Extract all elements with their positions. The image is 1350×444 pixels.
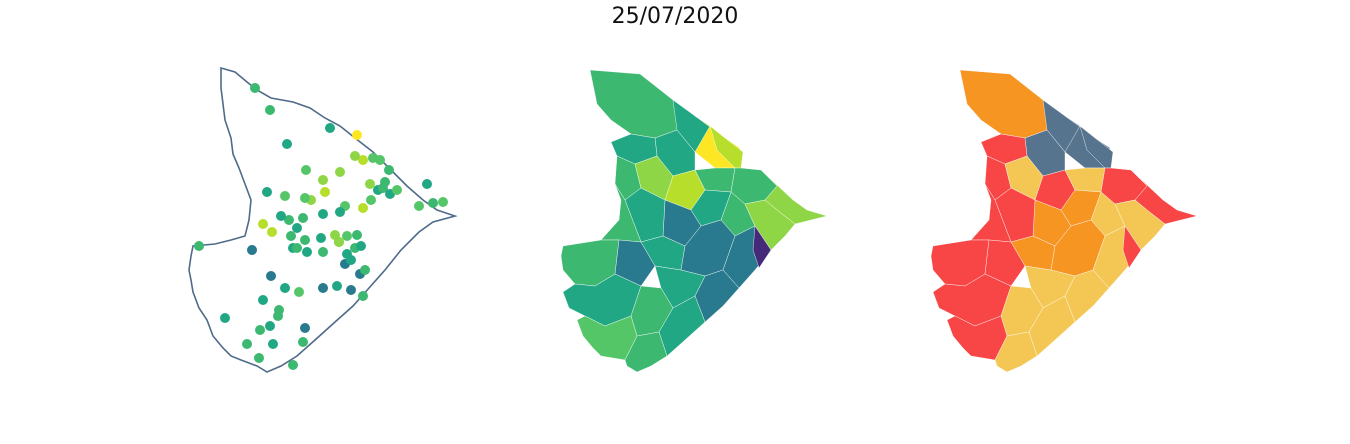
- municipality-point: [286, 231, 296, 241]
- municipality-region: [614, 239, 656, 287]
- municipality-region: [994, 331, 1038, 373]
- municipality-region: [752, 225, 772, 269]
- municipality-point: [358, 155, 368, 165]
- municipality-point: [318, 175, 328, 185]
- municipality-point: [352, 130, 362, 140]
- municipality-point: [280, 283, 290, 293]
- municipality-region: [624, 331, 668, 373]
- municipality-point: [392, 185, 402, 195]
- municipality-point: [346, 255, 356, 265]
- municipality-point: [282, 139, 292, 149]
- municipality-point: [194, 241, 204, 251]
- municipality-point: [300, 193, 310, 203]
- municipality-point: [302, 247, 312, 257]
- municipality-point: [298, 213, 308, 223]
- municipality-region: [984, 239, 1026, 287]
- municipality-point: [274, 305, 284, 315]
- municipality-point: [428, 198, 438, 208]
- municipality-point: [294, 287, 304, 297]
- municipality-region: [1122, 225, 1142, 269]
- municipality-point: [301, 165, 311, 175]
- state-outline: [188, 66, 458, 373]
- municipality-point: [332, 281, 342, 291]
- municipality-point: [255, 325, 265, 335]
- municipality-point: [325, 123, 335, 133]
- municipality-point: [266, 271, 276, 281]
- municipality-point: [288, 360, 298, 370]
- municipality-point: [220, 313, 230, 323]
- municipality-point: [292, 243, 302, 253]
- municipality-point: [300, 323, 310, 333]
- municipality-point: [346, 285, 356, 295]
- municipality-point: [265, 105, 275, 115]
- municipality-point: [334, 237, 344, 247]
- municipality-point: [262, 187, 272, 197]
- municipality-point: [318, 247, 328, 257]
- municipality-point: [352, 230, 362, 240]
- municipality-point: [318, 209, 328, 219]
- municipality-point: [414, 201, 424, 211]
- municipality-point: [300, 235, 310, 245]
- municipality-point: [254, 353, 264, 363]
- municipality-point: [366, 195, 376, 205]
- classes-map: [930, 69, 1198, 373]
- municipality-point: [378, 183, 388, 193]
- municipality-point: [318, 283, 328, 293]
- municipality-point: [268, 339, 278, 349]
- municipality-point: [375, 155, 385, 165]
- municipality-point: [358, 203, 368, 213]
- municipality-point: [335, 167, 345, 177]
- municipality-point: [356, 241, 366, 251]
- municipality-point: [258, 219, 268, 229]
- municipality-region: [946, 315, 1008, 361]
- municipality-point: [384, 165, 394, 175]
- municipality-point: [320, 187, 330, 197]
- municipality-point: [422, 179, 432, 189]
- municipality-point: [298, 337, 308, 347]
- municipality-point: [438, 197, 448, 207]
- municipality-point: [276, 211, 286, 221]
- figure-title: 25/07/2020: [611, 4, 739, 29]
- municipality-point: [342, 231, 352, 241]
- municipality-region: [576, 315, 638, 361]
- municipality-point: [250, 83, 260, 93]
- municipality-point: [247, 245, 257, 255]
- municipality-point: [358, 291, 368, 301]
- municipality-point: [258, 295, 268, 305]
- municipality-point: [350, 151, 360, 161]
- municipality-point: [316, 233, 326, 243]
- municipality-point: [360, 265, 370, 275]
- municipality-point: [292, 223, 302, 233]
- municipality-point: [280, 191, 290, 201]
- municipality-point: [242, 339, 252, 349]
- municipality-point: [267, 227, 277, 237]
- municipality-point: [284, 215, 294, 225]
- points-map: [188, 66, 458, 373]
- municipality-point: [335, 207, 345, 217]
- values-map: [560, 69, 828, 373]
- municipality-point: [265, 321, 275, 331]
- municipality-point: [365, 179, 375, 189]
